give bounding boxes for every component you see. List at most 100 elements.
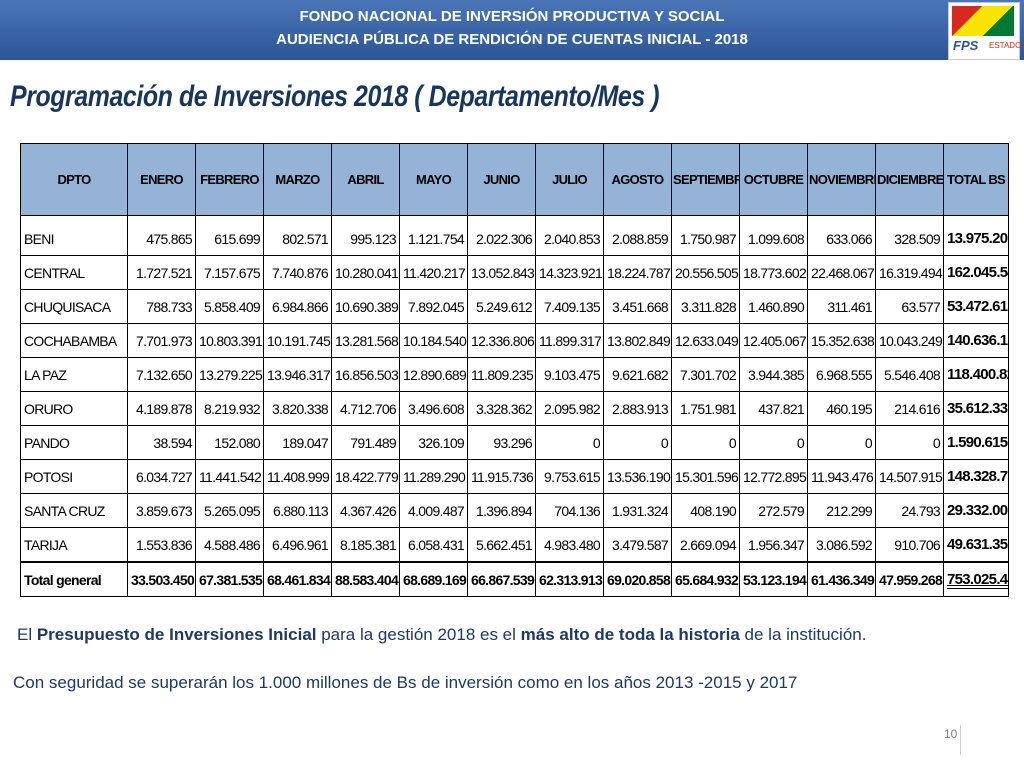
row-total-cell: 140.636.192 bbox=[943, 323, 1009, 358]
month-value-cell: 0 bbox=[875, 425, 944, 460]
column-header: OCTUBRE bbox=[739, 143, 808, 216]
month-value-cell: 2.040.853 bbox=[535, 215, 604, 256]
month-value-cell: 13.052.843 bbox=[467, 255, 536, 290]
logo-text: FPS bbox=[953, 38, 979, 53]
month-value-cell: 12.772.895 bbox=[739, 459, 808, 494]
note-emphasis: Presupuesto de Inversiones Inicial bbox=[36, 625, 317, 644]
month-value-cell: 15.301.596 bbox=[671, 459, 740, 494]
month-value-cell: 788.733 bbox=[127, 289, 196, 324]
column-header: FEBRERO bbox=[195, 143, 264, 216]
month-total-cell: 61.436.349 bbox=[807, 561, 876, 597]
department-cell: TARIJA bbox=[20, 527, 128, 563]
month-value-cell: 13.536.190 bbox=[603, 459, 672, 494]
month-value-cell: 1.751.981 bbox=[671, 391, 740, 426]
row-total-cell: 1.590.615 bbox=[943, 425, 1009, 460]
note-forecast: Con seguridad se superarán los 1.000 mil… bbox=[13, 673, 798, 692]
month-value-cell: 910.706 bbox=[875, 527, 944, 563]
table-row: BENI 475.865 615.699 802.571 995.123 1.121.75… bbox=[20, 215, 1009, 256]
fps-logo: FPS ESTADO bbox=[948, 2, 1021, 60]
month-value-cell: 437.821 bbox=[739, 391, 808, 426]
month-total-cell: 65.684.932 bbox=[671, 561, 740, 597]
month-value-cell: 7.409.135 bbox=[535, 289, 604, 324]
month-value-cell: 11.289.290 bbox=[399, 459, 468, 494]
table-row: CENTRAL 1.727.521 7.157.675 7.740.876 10.280… bbox=[20, 255, 1009, 290]
month-value-cell: 11.809.235 bbox=[467, 357, 536, 392]
month-value-cell: 63.577 bbox=[875, 289, 944, 324]
month-value-cell: 1.956.347 bbox=[739, 527, 808, 563]
month-value-cell: 3.311.828 bbox=[671, 289, 740, 324]
month-value-cell: 9.621.682 bbox=[603, 357, 672, 392]
month-value-cell: 6.880.113 bbox=[263, 493, 332, 528]
header-event-name: AUDIENCIA PÚBLICA DE RENDICIÓN DE CUENTA… bbox=[276, 31, 748, 48]
month-value-cell: 12.405.067 bbox=[739, 323, 808, 358]
month-value-cell: 18.773.602 bbox=[739, 255, 808, 290]
month-value-cell: 1.121.754 bbox=[399, 215, 468, 256]
month-value-cell: 12.890.689 bbox=[399, 357, 468, 392]
month-value-cell: 10.280.041 bbox=[331, 255, 400, 290]
department-cell: CHUQUISACA bbox=[20, 289, 128, 324]
month-total-cell: 67.381.535 bbox=[195, 561, 264, 597]
month-value-cell: 1.396.894 bbox=[467, 493, 536, 528]
header-org-name: FONDO NACIONAL DE INVERSIÓN PRODUCTIVA Y… bbox=[299, 8, 725, 25]
month-value-cell: 6.968.555 bbox=[807, 357, 876, 392]
month-value-cell: 995.123 bbox=[331, 215, 400, 256]
month-total-cell: 88.583.404 bbox=[331, 561, 400, 597]
note-emphasis: más alto de toda la historia bbox=[520, 625, 740, 644]
month-value-cell: 328.509 bbox=[875, 215, 944, 256]
month-value-cell: 11.899.317 bbox=[535, 323, 604, 358]
row-total-cell: 162.045.548 bbox=[943, 255, 1009, 290]
month-value-cell: 2.095.982 bbox=[535, 391, 604, 426]
month-value-cell: 10.803.391 bbox=[195, 323, 264, 358]
month-value-cell: 10.184.540 bbox=[399, 323, 468, 358]
table-header-row: DPTO ENERO FEBRERO MARZO ABRIL MAYO JUNIO JULIO… bbox=[20, 143, 1009, 216]
month-value-cell: 326.109 bbox=[399, 425, 468, 460]
month-value-cell: 152.080 bbox=[195, 425, 264, 460]
month-value-cell: 1.553.836 bbox=[127, 527, 196, 563]
month-value-cell: 3.859.673 bbox=[127, 493, 196, 528]
month-value-cell: 11.441.542 bbox=[195, 459, 264, 494]
month-value-cell: 7.157.675 bbox=[195, 255, 264, 290]
month-value-cell: 3.479.587 bbox=[603, 527, 672, 563]
month-value-cell: 2.088.859 bbox=[603, 215, 672, 256]
department-cell: POTOSI bbox=[20, 459, 128, 494]
month-value-cell: 18.224.787 bbox=[603, 255, 672, 290]
column-header: MAYO bbox=[399, 143, 468, 216]
month-value-cell: 633.066 bbox=[807, 215, 876, 256]
month-value-cell: 4.712.706 bbox=[331, 391, 400, 426]
month-value-cell: 20.556.505 bbox=[671, 255, 740, 290]
month-value-cell: 11.943.476 bbox=[807, 459, 876, 494]
table-row: POTOSI 6.034.727 11.441.542 11.408.999 18.42… bbox=[20, 459, 1009, 494]
department-cell: CENTRAL bbox=[20, 255, 128, 290]
month-value-cell: 704.136 bbox=[535, 493, 604, 528]
month-value-cell: 475.865 bbox=[127, 215, 196, 256]
month-value-cell: 93.296 bbox=[467, 425, 536, 460]
month-value-cell: 5.249.612 bbox=[467, 289, 536, 324]
month-value-cell: 3.086.592 bbox=[807, 527, 876, 563]
column-header: AGOSTO bbox=[603, 143, 672, 216]
department-cell: COCHABAMBA bbox=[20, 323, 128, 358]
note-budget-record: El Presupuesto de Inversiones Inicial pa… bbox=[17, 625, 866, 645]
month-value-cell: 7.132.650 bbox=[127, 357, 196, 392]
month-value-cell: 15.352.638 bbox=[807, 323, 876, 358]
department-cell: ORURO bbox=[20, 391, 128, 426]
grand-total-cell: 753.025.445 bbox=[943, 561, 1009, 597]
month-value-cell: 11.915.736 bbox=[467, 459, 536, 494]
month-value-cell: 13.281.568 bbox=[331, 323, 400, 358]
month-value-cell: 0 bbox=[535, 425, 604, 460]
month-value-cell: 11.420.217 bbox=[399, 255, 468, 290]
month-value-cell: 2.022.306 bbox=[467, 215, 536, 256]
month-value-cell: 11.408.999 bbox=[263, 459, 332, 494]
month-value-cell: 3.496.608 bbox=[399, 391, 468, 426]
month-total-cell: 62.313.913 bbox=[535, 561, 604, 597]
month-value-cell: 408.190 bbox=[671, 493, 740, 528]
table-row: PANDO 38.594 152.080 189.047 791.489 326.109 9… bbox=[20, 425, 1009, 460]
month-value-cell: 6.058.431 bbox=[399, 527, 468, 563]
department-cell: SANTA CRUZ bbox=[20, 493, 128, 528]
month-value-cell: 1.931.324 bbox=[603, 493, 672, 528]
month-value-cell: 7.701.973 bbox=[127, 323, 196, 358]
row-total-cell: 29.332.009 bbox=[943, 493, 1009, 528]
month-value-cell: 10.191.745 bbox=[263, 323, 332, 358]
column-header: MARZO bbox=[263, 143, 332, 216]
month-value-cell: 791.489 bbox=[331, 425, 400, 460]
row-total-cell: 53.472.613 bbox=[943, 289, 1009, 324]
